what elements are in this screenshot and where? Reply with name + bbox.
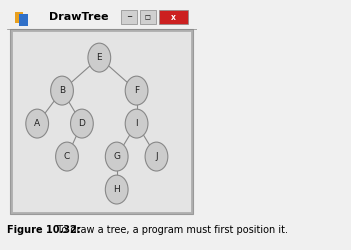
FancyBboxPatch shape — [121, 10, 137, 24]
Ellipse shape — [51, 76, 73, 105]
Ellipse shape — [88, 43, 111, 72]
Text: I: I — [135, 119, 138, 128]
FancyBboxPatch shape — [140, 10, 156, 24]
Ellipse shape — [105, 142, 128, 171]
Ellipse shape — [145, 142, 168, 171]
Text: A: A — [34, 119, 40, 128]
Text: G: G — [113, 152, 120, 161]
Text: C: C — [64, 152, 70, 161]
Text: x: x — [171, 13, 176, 22]
Text: E: E — [97, 53, 102, 62]
Ellipse shape — [55, 142, 78, 171]
Ellipse shape — [105, 175, 128, 204]
Bar — [15, 12, 23, 23]
Ellipse shape — [125, 76, 148, 105]
FancyBboxPatch shape — [12, 31, 191, 212]
Ellipse shape — [26, 109, 48, 138]
Text: Figure 10.32:: Figure 10.32: — [7, 225, 81, 235]
Bar — [19, 14, 28, 26]
Text: □: □ — [145, 15, 151, 20]
Text: To draw a tree, a program must first position it.: To draw a tree, a program must first pos… — [54, 225, 289, 235]
FancyBboxPatch shape — [11, 29, 193, 214]
Text: F: F — [134, 86, 139, 95]
Text: DrawTree: DrawTree — [49, 12, 108, 22]
Text: H: H — [113, 185, 120, 194]
Text: J: J — [155, 152, 158, 161]
Text: ─: ─ — [127, 14, 131, 20]
FancyBboxPatch shape — [159, 10, 188, 24]
Ellipse shape — [71, 109, 93, 138]
Text: B: B — [59, 86, 65, 95]
Ellipse shape — [125, 109, 148, 138]
Text: D: D — [79, 119, 85, 128]
